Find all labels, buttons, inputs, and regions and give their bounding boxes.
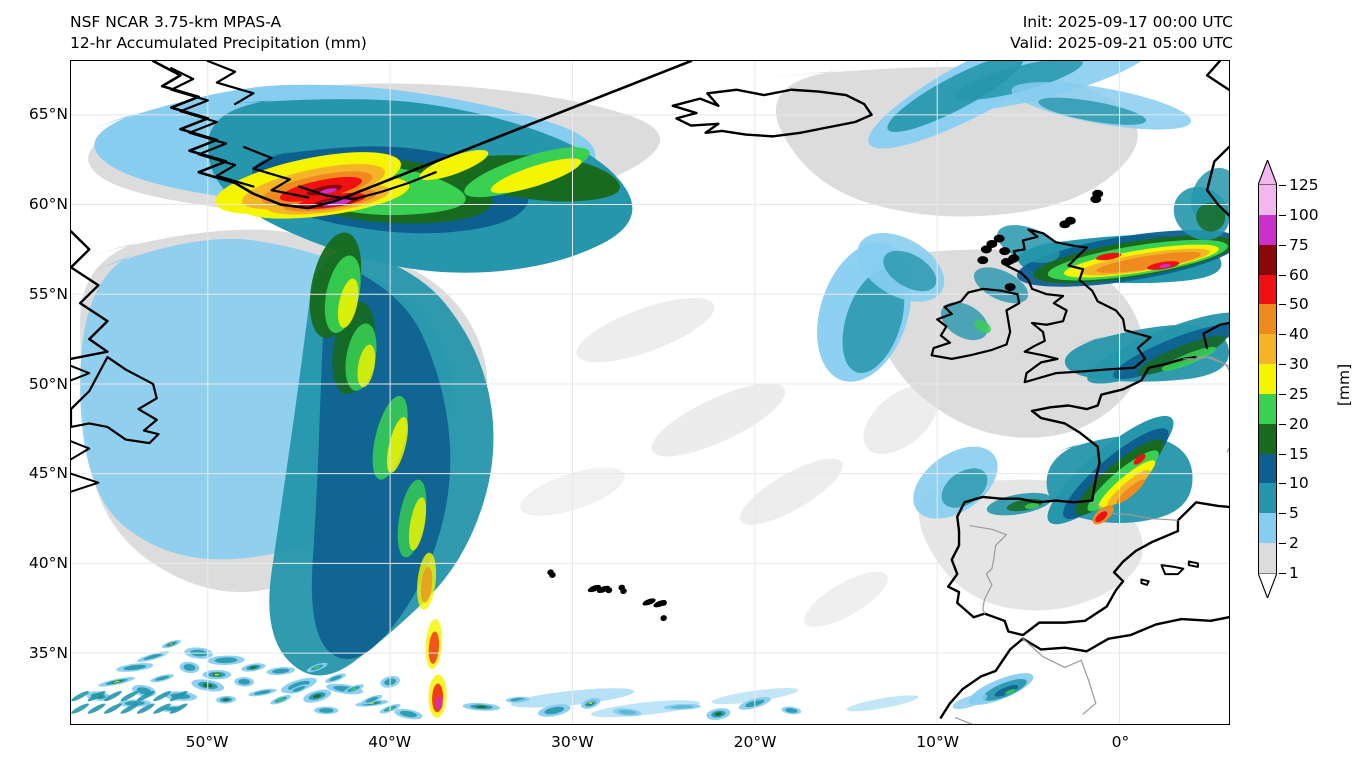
colorbar-band-2 bbox=[1259, 512, 1276, 544]
figure-timestamps: Init: 2025-09-17 00:00 UTC Valid: 2025-0… bbox=[1010, 12, 1233, 54]
colorbar-tickmark-75 bbox=[1279, 244, 1286, 246]
colorbar-unit-label: [mm] bbox=[1335, 363, 1353, 407]
coastline-overlay bbox=[71, 61, 1229, 724]
colorbar-ticklabel-20: 20 bbox=[1289, 414, 1309, 433]
colorbar-band-40 bbox=[1259, 303, 1276, 335]
colorbar-tickmark-125 bbox=[1279, 185, 1286, 186]
colorbar-ticklabel-40: 40 bbox=[1289, 325, 1309, 344]
colorbar-band-50 bbox=[1259, 274, 1276, 305]
colorbar-band-25 bbox=[1259, 363, 1276, 394]
colorbar-ticklabel-2: 2 bbox=[1289, 534, 1299, 553]
model-title-line: NSF NCAR 3.75-km MPAS-A bbox=[70, 13, 282, 31]
variable-title-line: 12-hr Accumulated Precipitation (mm) bbox=[70, 34, 367, 52]
colorbar-ticklabel-30: 30 bbox=[1289, 355, 1309, 374]
colorbar-band-75 bbox=[1259, 214, 1276, 245]
lat-tick-60°N: 60°N bbox=[28, 194, 68, 213]
map-plot-area bbox=[70, 60, 1230, 725]
colorbar-max-arrow bbox=[1258, 160, 1277, 185]
lon-tick-10°W: 10°W bbox=[916, 733, 960, 751]
colorbar-gradient bbox=[1258, 184, 1277, 573]
colorbar-band-30 bbox=[1259, 333, 1276, 365]
colorbar: 1 2 5 10 15 20 25 30 40 50 60 75 100 125 [mm] bbox=[1256, 160, 1353, 610]
colorbar-band-100 bbox=[1259, 184, 1276, 215]
lon-tick-20°W: 20°W bbox=[733, 733, 777, 751]
colorbar-ticklabel-15: 15 bbox=[1289, 444, 1309, 463]
colorbar-ticklabel-10: 10 bbox=[1289, 474, 1309, 493]
lon-tick-40°W: 40°W bbox=[368, 733, 412, 751]
colorbar-band-5 bbox=[1259, 482, 1276, 514]
colorbar-band-20 bbox=[1259, 393, 1276, 424]
lat-tick-55°N: 55°N bbox=[28, 284, 68, 303]
colorbar-ticklabel-1: 1 bbox=[1289, 564, 1299, 582]
colorbar-band-60 bbox=[1259, 244, 1276, 275]
colorbar-tickmark-50 bbox=[1279, 304, 1286, 306]
colorbar-tickmark-60 bbox=[1279, 274, 1286, 276]
graticule-gridlines bbox=[71, 61, 1229, 724]
colorbar-min-arrow bbox=[1258, 573, 1277, 598]
colorbar-tickmark-30 bbox=[1279, 364, 1286, 366]
colorbar-tickmark-10 bbox=[1279, 483, 1286, 485]
colorbar-band-10 bbox=[1259, 453, 1276, 484]
colorbar-tickmark-20 bbox=[1279, 423, 1286, 425]
colorbar-tickmark-15 bbox=[1279, 453, 1286, 455]
lat-tick-40°N: 40°N bbox=[28, 554, 68, 573]
init-time-label: Init: 2025-09-17 00:00 UTC bbox=[1022, 13, 1233, 31]
lon-tick-0°: 0° bbox=[1111, 733, 1130, 751]
colorbar-ticklabel-25: 25 bbox=[1289, 384, 1309, 403]
colorbar-tickmark-5 bbox=[1279, 513, 1286, 515]
colorbar-ticklabel-125: 125 bbox=[1289, 176, 1319, 194]
colorbar-ticklabel-100: 100 bbox=[1289, 205, 1319, 224]
colorbar-ticklabel-60: 60 bbox=[1289, 265, 1309, 284]
lat-tick-45°N: 45°N bbox=[28, 464, 68, 483]
figure-title: NSF NCAR 3.75-km MPAS-A 12-hr Accumulate… bbox=[70, 12, 367, 54]
lat-tick-65°N: 65°N bbox=[28, 104, 68, 123]
colorbar-ticklabel-5: 5 bbox=[1289, 504, 1299, 523]
lon-tick-50°W: 50°W bbox=[185, 733, 229, 751]
colorbar-tickmark-2 bbox=[1279, 543, 1286, 545]
colorbar-ticklabel-75: 75 bbox=[1289, 235, 1309, 254]
colorbar-tickmark-1 bbox=[1279, 573, 1286, 574]
precipitation-field bbox=[71, 61, 1229, 720]
colorbar-band-15 bbox=[1259, 423, 1276, 454]
colorbar-band-1 bbox=[1259, 542, 1276, 573]
lat-tick-35°N: 35°N bbox=[28, 644, 68, 663]
valid-time-label: Valid: 2025-09-21 05:00 UTC bbox=[1010, 34, 1233, 52]
colorbar-ticklabel-50: 50 bbox=[1289, 295, 1309, 314]
colorbar-tickmark-25 bbox=[1279, 393, 1286, 395]
colorbar-tickmark-100 bbox=[1279, 214, 1286, 216]
lat-tick-50°N: 50°N bbox=[28, 374, 68, 393]
colorbar-tickmark-40 bbox=[1279, 334, 1286, 336]
lon-tick-30°W: 30°W bbox=[550, 733, 594, 751]
